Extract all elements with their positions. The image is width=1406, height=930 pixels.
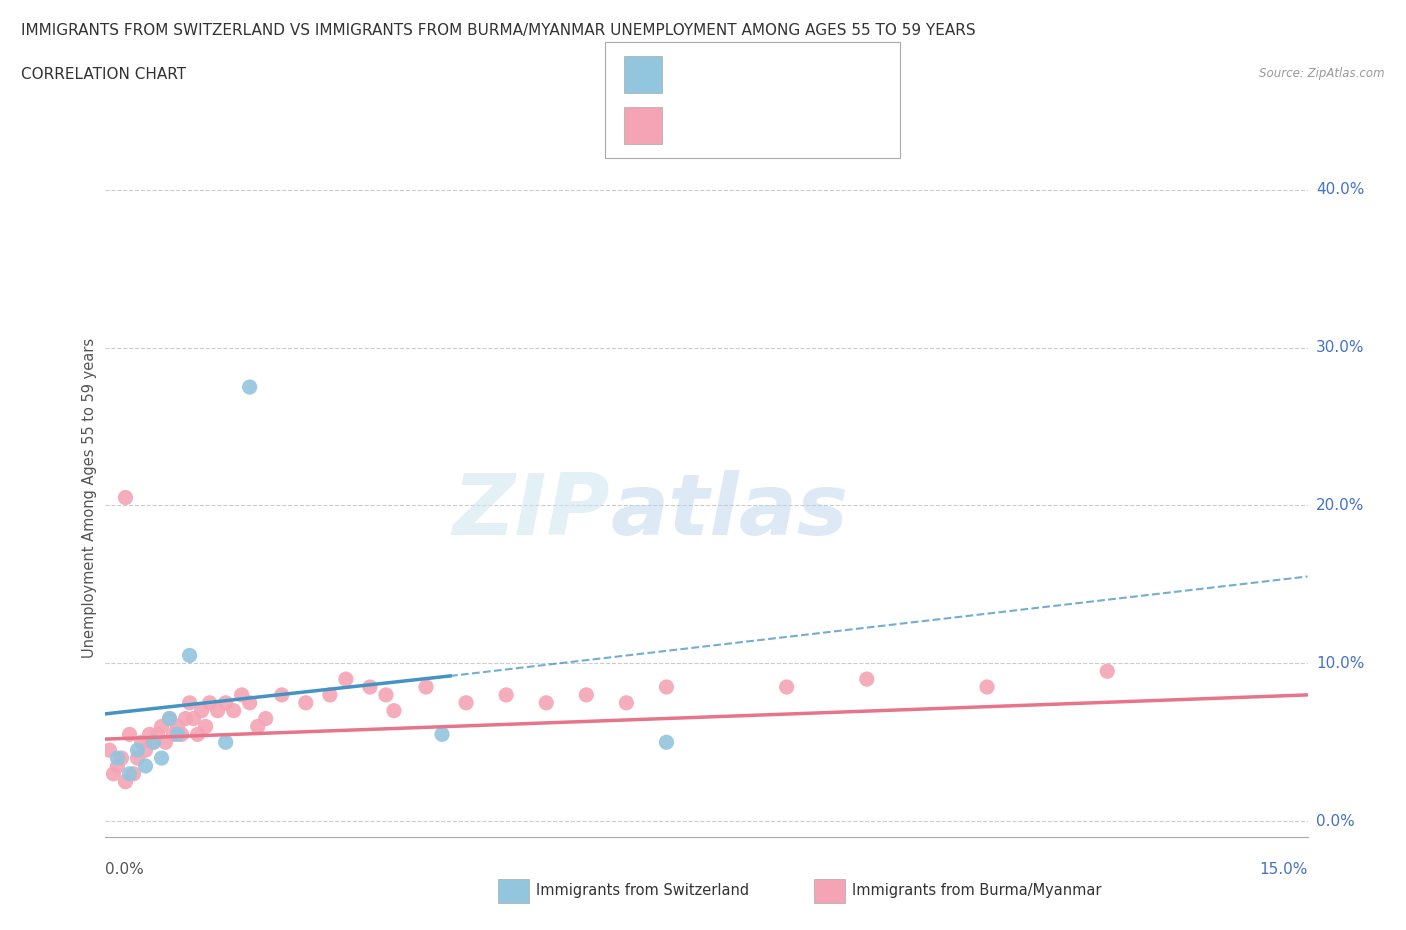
Point bbox=[127, 743, 149, 758]
Point bbox=[231, 687, 253, 702]
Point bbox=[107, 759, 129, 774]
Text: IMMIGRANTS FROM SWITZERLAND VS IMMIGRANTS FROM BURMA/MYANMAR UNEMPLOYMENT AMONG : IMMIGRANTS FROM SWITZERLAND VS IMMIGRANT… bbox=[21, 23, 976, 38]
Point bbox=[382, 703, 405, 718]
Point bbox=[146, 727, 169, 742]
Point bbox=[118, 766, 141, 781]
Point bbox=[118, 727, 141, 742]
Point bbox=[198, 696, 221, 711]
Point bbox=[183, 711, 205, 726]
Point bbox=[655, 735, 678, 750]
Text: R =: R = bbox=[672, 114, 716, 132]
Text: R =: R = bbox=[672, 63, 710, 82]
Point bbox=[575, 687, 598, 702]
Point bbox=[319, 687, 342, 702]
Point bbox=[170, 727, 193, 742]
Point bbox=[114, 775, 136, 790]
Text: 20.0%: 20.0% bbox=[1316, 498, 1364, 513]
Point bbox=[114, 490, 136, 505]
Point bbox=[162, 727, 184, 742]
Point bbox=[456, 696, 478, 711]
Point bbox=[430, 727, 453, 742]
Point bbox=[187, 727, 209, 742]
Point bbox=[159, 711, 181, 726]
Point bbox=[98, 743, 121, 758]
Point bbox=[107, 751, 129, 765]
Point bbox=[150, 719, 173, 734]
Text: 52: 52 bbox=[818, 114, 841, 132]
Point bbox=[374, 687, 396, 702]
Point bbox=[194, 719, 217, 734]
Point bbox=[415, 680, 437, 695]
Point bbox=[122, 766, 145, 781]
Point bbox=[138, 727, 160, 742]
Point bbox=[359, 680, 381, 695]
Text: Immigrants from Switzerland: Immigrants from Switzerland bbox=[536, 884, 749, 898]
Text: 15.0%: 15.0% bbox=[1260, 862, 1308, 877]
Point bbox=[495, 687, 517, 702]
Point bbox=[246, 719, 269, 734]
Text: Immigrants from Burma/Myanmar: Immigrants from Burma/Myanmar bbox=[852, 884, 1101, 898]
Point bbox=[270, 687, 292, 702]
Point bbox=[190, 703, 212, 718]
Point bbox=[174, 711, 197, 726]
Point bbox=[159, 711, 181, 726]
Text: 30.0%: 30.0% bbox=[1316, 340, 1364, 355]
Point bbox=[655, 680, 678, 695]
Point bbox=[166, 719, 188, 734]
Point bbox=[166, 727, 188, 742]
Point bbox=[1097, 664, 1119, 679]
Point bbox=[142, 735, 165, 750]
Text: atlas: atlas bbox=[610, 470, 848, 552]
Point bbox=[207, 703, 229, 718]
Point bbox=[155, 735, 177, 750]
Text: N =: N = bbox=[778, 114, 827, 132]
Text: CORRELATION CHART: CORRELATION CHART bbox=[21, 67, 186, 82]
Point bbox=[214, 696, 236, 711]
Point bbox=[254, 711, 277, 726]
Point bbox=[976, 680, 998, 695]
Text: 0.116: 0.116 bbox=[717, 114, 766, 132]
Text: 13: 13 bbox=[818, 63, 841, 82]
Text: ZIP: ZIP bbox=[453, 470, 610, 552]
Point bbox=[214, 735, 236, 750]
Point bbox=[222, 703, 245, 718]
Point bbox=[135, 743, 157, 758]
Point bbox=[616, 696, 638, 711]
Point bbox=[103, 766, 125, 781]
Point bbox=[142, 735, 165, 750]
Text: 0.0%: 0.0% bbox=[1316, 814, 1354, 829]
Point bbox=[131, 735, 153, 750]
Point bbox=[150, 751, 173, 765]
Point bbox=[127, 751, 149, 765]
Text: Source: ZipAtlas.com: Source: ZipAtlas.com bbox=[1260, 67, 1385, 80]
Text: 0.084: 0.084 bbox=[717, 63, 766, 82]
Text: 10.0%: 10.0% bbox=[1316, 656, 1364, 671]
Text: N =: N = bbox=[778, 63, 827, 82]
Point bbox=[179, 648, 201, 663]
Point bbox=[295, 696, 318, 711]
Point bbox=[855, 671, 877, 686]
Point bbox=[534, 696, 557, 711]
Point bbox=[776, 680, 799, 695]
Point bbox=[135, 759, 157, 774]
Point bbox=[239, 696, 262, 711]
Point bbox=[239, 379, 262, 394]
Text: 40.0%: 40.0% bbox=[1316, 182, 1364, 197]
Point bbox=[110, 751, 132, 765]
Point bbox=[179, 696, 201, 711]
Point bbox=[335, 671, 357, 686]
Text: 0.0%: 0.0% bbox=[105, 862, 145, 877]
Y-axis label: Unemployment Among Ages 55 to 59 years: Unemployment Among Ages 55 to 59 years bbox=[82, 338, 97, 658]
